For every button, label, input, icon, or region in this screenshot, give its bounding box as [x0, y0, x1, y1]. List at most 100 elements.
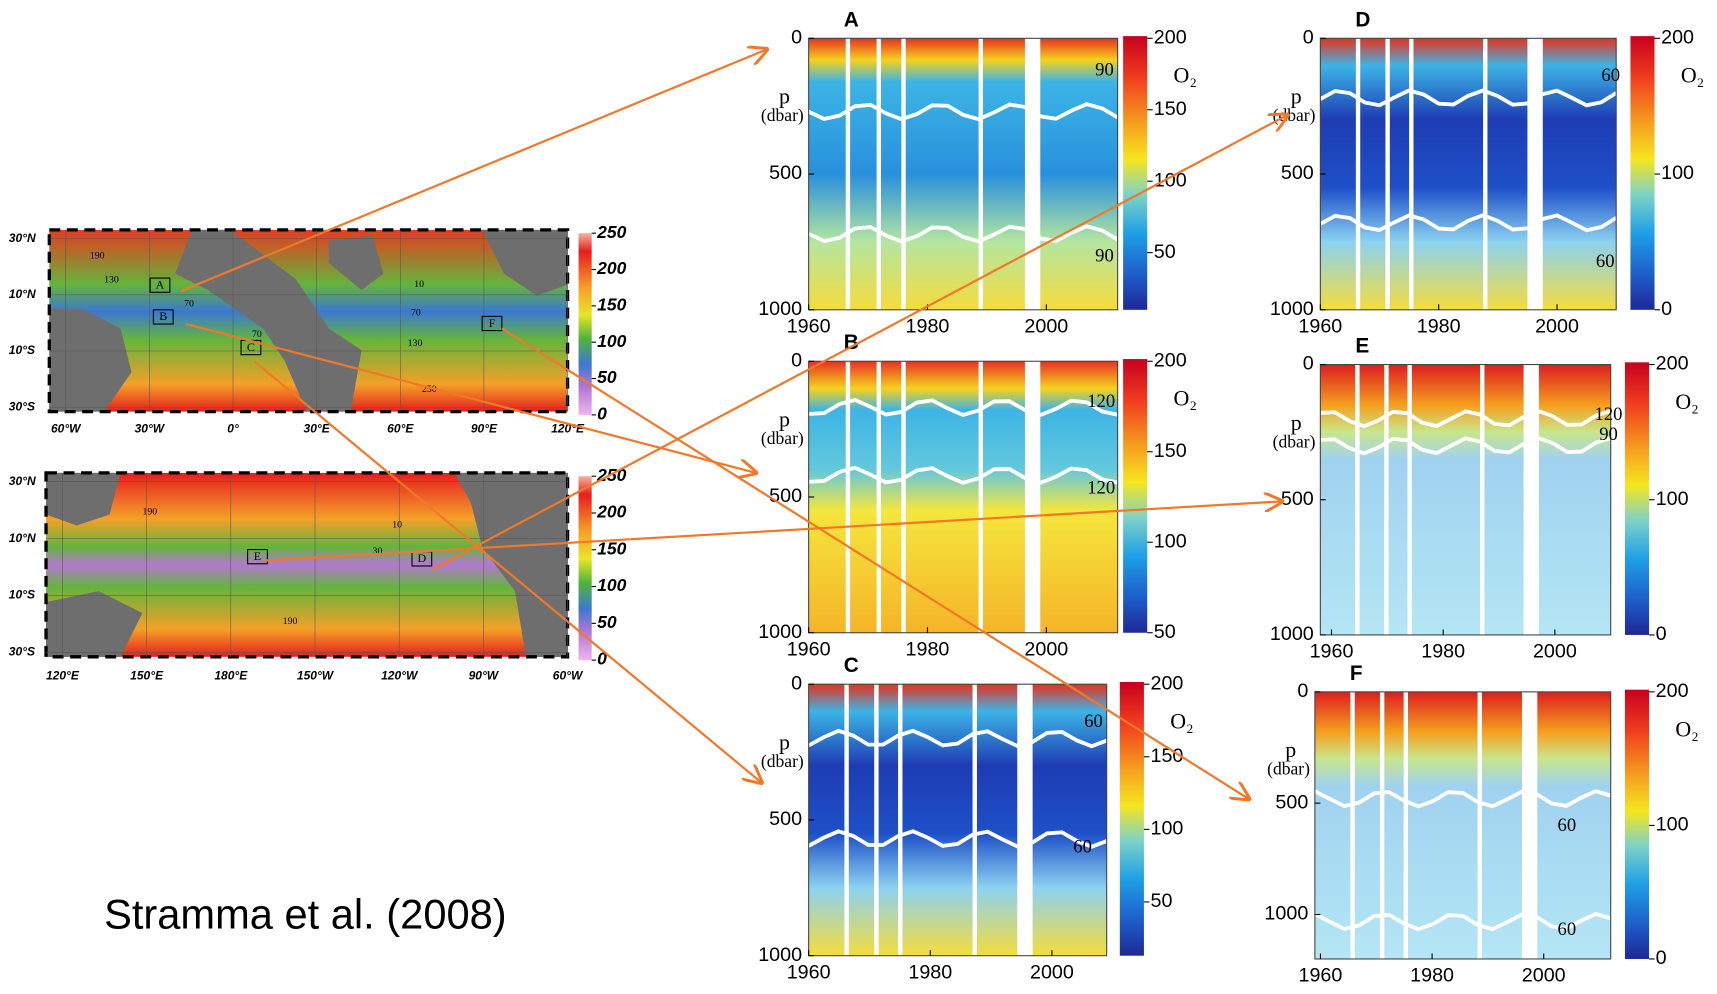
contour-label: 60	[1558, 919, 1577, 940]
lon-label: 60°W	[51, 421, 82, 435]
colorbar	[1630, 36, 1655, 310]
x-tick-label: 2000	[1522, 965, 1566, 987]
colorbar	[1624, 362, 1650, 635]
arrow	[265, 501, 1282, 562]
region-box	[152, 309, 174, 325]
panel-label: A	[844, 8, 859, 31]
contour-label: 190	[142, 507, 157, 518]
y-axis-label: p	[779, 84, 790, 109]
x-tick-label: 1960	[787, 638, 831, 660]
y-tick-label: 1000	[758, 298, 802, 320]
colorbar-tick-label: 50	[1154, 241, 1176, 263]
lon-label: 120°E	[551, 421, 585, 435]
contour-label: 60	[1596, 251, 1615, 272]
colorbar-tick-label: 100	[1151, 818, 1184, 840]
colorbar-tick-label: 150	[597, 294, 626, 314]
lat-label: 30°N	[9, 474, 36, 488]
contour-label: 250	[422, 384, 437, 395]
panel-label: F	[1350, 662, 1363, 685]
lon-label: 150°W	[297, 669, 335, 683]
y-axis-unit: (dbar)	[1273, 431, 1316, 451]
y-axis-unit: (dbar)	[1267, 759, 1310, 779]
x-tick-label: 1980	[1410, 965, 1454, 987]
contour-line	[1320, 408, 1612, 429]
contour-line	[808, 465, 1119, 485]
colorbar-tick-label: 250	[596, 222, 626, 242]
land	[46, 591, 143, 657]
x-tick-label: 2000	[1024, 316, 1068, 338]
axes-frame	[1314, 691, 1612, 960]
contour-line	[807, 102, 1119, 122]
land	[49, 308, 132, 412]
colorbar-tick-label: 150	[597, 538, 626, 558]
contour-label: 60	[1601, 65, 1620, 86]
data-gap	[978, 361, 983, 633]
data-gap	[1477, 691, 1482, 959]
contour-line	[808, 397, 1119, 418]
x-tick-label: 2000	[1024, 638, 1068, 660]
y-axis-label: p	[779, 407, 790, 432]
y-tick-label: 1000	[1264, 903, 1308, 925]
data-gap	[845, 361, 851, 633]
colorbar-tick-label: 150	[1154, 98, 1187, 120]
contour-label: 60	[1558, 815, 1577, 836]
arrow	[501, 327, 1249, 799]
colorbar-tick-label: 100	[1656, 814, 1689, 836]
colorbar-tick-label: 200	[1151, 672, 1184, 694]
data-gap	[1523, 364, 1539, 635]
contour-line	[1320, 435, 1612, 456]
x-tick-label: 1960	[1310, 641, 1354, 663]
x-tick-label: 1980	[906, 316, 950, 338]
contour-line	[807, 224, 1119, 244]
arrow	[253, 360, 761, 782]
x-tick-label: 1980	[1421, 641, 1465, 663]
lat-label: 10°S	[9, 343, 35, 357]
y-axis-unit: (dbar)	[761, 428, 804, 448]
y-axis-label: p	[1291, 410, 1302, 435]
colorbar-tick-label: 100	[1154, 169, 1187, 191]
data-gap	[1350, 691, 1355, 959]
panel-label: D	[1355, 8, 1370, 31]
colorbar-tick-label: 100	[1154, 530, 1187, 552]
data-gap	[844, 684, 849, 956]
colorbar-label: O₂	[1681, 63, 1704, 88]
y-tick-label: 0	[1297, 680, 1308, 702]
lat-label: 30°N	[9, 231, 36, 245]
data-gap	[1403, 691, 1409, 959]
x-tick-label: 2000	[1535, 316, 1579, 338]
x-tick-label: 2000	[1030, 961, 1074, 983]
data-gap	[1527, 38, 1543, 310]
lat-label: 10°N	[9, 531, 36, 545]
colorbar-label: O₂	[1174, 63, 1197, 88]
y-axis-label: p	[1291, 84, 1302, 109]
y-tick-label: 0	[791, 349, 802, 371]
land	[328, 235, 384, 291]
lon-label: 0°	[227, 421, 239, 435]
region-box	[247, 548, 268, 565]
colorbar-tick-label: 200	[1154, 27, 1187, 49]
contour-label: 120	[1595, 404, 1623, 425]
arrow	[180, 49, 767, 293]
contour-label: 130	[104, 275, 119, 286]
contour-line	[807, 829, 1108, 849]
region-label: D	[418, 551, 427, 565]
y-tick-label: 500	[769, 162, 802, 184]
y-tick-label: 500	[769, 808, 802, 830]
y-tick-label: 500	[1281, 162, 1314, 184]
colorbar-tick-label: 100	[1661, 162, 1694, 184]
lon-label: 150°E	[130, 669, 164, 683]
lat-label: 30°S	[9, 645, 35, 659]
contour-label: 190	[90, 250, 105, 261]
region-label: B	[159, 309, 167, 323]
region-label: A	[156, 277, 165, 291]
data-gap	[901, 38, 906, 310]
y-axis-label: p	[1285, 737, 1296, 762]
y-tick-label: 1000	[1270, 298, 1314, 320]
y-tick-label: 0	[791, 672, 802, 694]
data-gap	[1480, 364, 1485, 635]
contour-label: 120	[1087, 478, 1115, 499]
colorbar-tick-label: 100	[597, 331, 626, 351]
oxygen-field	[1320, 364, 1611, 635]
contour-label: 90	[1095, 246, 1114, 267]
